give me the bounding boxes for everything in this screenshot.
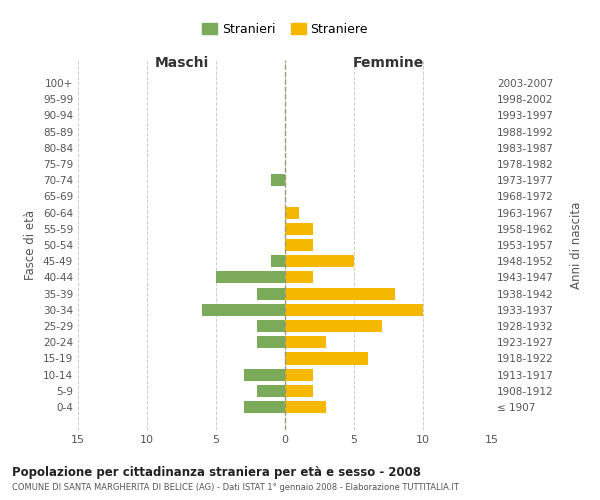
- Bar: [285, 239, 313, 251]
- Bar: [271, 255, 285, 268]
- Bar: [257, 288, 285, 300]
- Legend: Stranieri, Straniere: Stranieri, Straniere: [197, 18, 373, 41]
- Bar: [202, 304, 285, 316]
- Bar: [285, 385, 313, 397]
- Bar: [257, 320, 285, 332]
- Bar: [285, 368, 313, 381]
- Bar: [244, 401, 285, 413]
- Y-axis label: Fasce di età: Fasce di età: [25, 210, 37, 280]
- Text: Popolazione per cittadinanza straniera per età e sesso - 2008: Popolazione per cittadinanza straniera p…: [12, 466, 421, 479]
- Bar: [285, 206, 299, 218]
- Bar: [244, 368, 285, 381]
- Bar: [285, 352, 368, 364]
- Bar: [285, 288, 395, 300]
- Y-axis label: Anni di nascita: Anni di nascita: [570, 202, 583, 288]
- Bar: [285, 255, 354, 268]
- Bar: [216, 272, 285, 283]
- Text: Maschi: Maschi: [154, 56, 209, 70]
- Bar: [257, 385, 285, 397]
- Bar: [285, 336, 326, 348]
- Bar: [285, 401, 326, 413]
- Text: Femmine: Femmine: [353, 56, 424, 70]
- Bar: [285, 320, 382, 332]
- Bar: [257, 336, 285, 348]
- Bar: [285, 222, 313, 235]
- Text: COMUNE DI SANTA MARGHERITA DI BELICE (AG) - Dati ISTAT 1° gennaio 2008 - Elabora: COMUNE DI SANTA MARGHERITA DI BELICE (AG…: [12, 484, 459, 492]
- Bar: [285, 272, 313, 283]
- Bar: [285, 304, 423, 316]
- Bar: [271, 174, 285, 186]
